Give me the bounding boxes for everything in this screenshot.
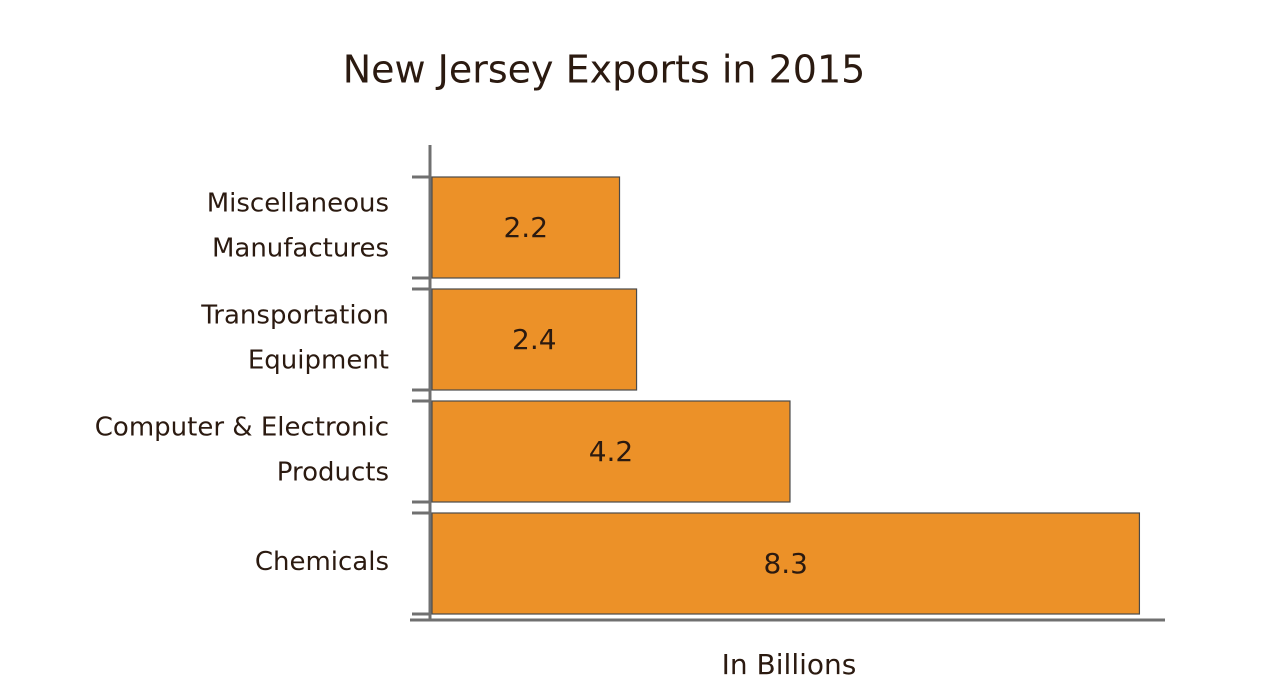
bar xyxy=(431,512,1141,615)
bar xyxy=(431,288,638,391)
x-axis-label: In Billions xyxy=(722,648,857,681)
y-tick-label-line: Transportation xyxy=(200,300,389,330)
bar-value-label: 8.3 xyxy=(763,547,808,580)
bar-value-label: 2.2 xyxy=(503,211,548,244)
y-tick-label: Chemicals xyxy=(255,547,389,577)
y-tick-label-line: Manufactures xyxy=(212,233,389,263)
bar-value-label: 2.4 xyxy=(512,323,557,356)
bar xyxy=(431,176,621,279)
bar xyxy=(431,400,791,503)
y-tick-label-line: Miscellaneous xyxy=(207,188,389,218)
y-tick-label: Transportation Equipment xyxy=(200,300,389,375)
y-tick-label: Miscellaneous Manufactures xyxy=(207,188,389,263)
y-tick-label-line: Chemicals xyxy=(255,547,389,577)
y-tick-label-line: Computer & Electronic xyxy=(95,412,389,442)
y-tick-label: Computer & Electronic Products xyxy=(95,412,389,487)
bar-value-label: 4.2 xyxy=(589,435,634,468)
y-tick-label-line: Products xyxy=(277,457,389,487)
chart-title: New Jersey Exports in 2015 xyxy=(343,48,866,92)
y-tick-label-line: Equipment xyxy=(248,345,389,375)
